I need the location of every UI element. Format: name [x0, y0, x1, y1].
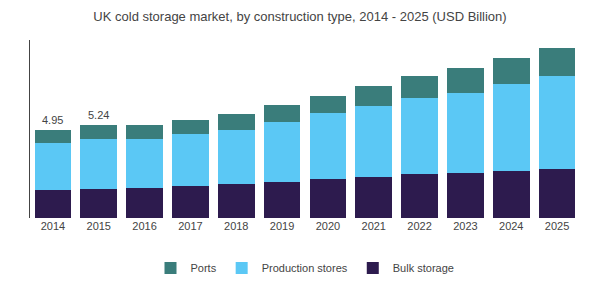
svg-text:2020: 2020: [316, 220, 340, 232]
svg-text:2018: 2018: [224, 220, 248, 232]
svg-text:2025: 2025: [545, 220, 569, 232]
svg-text:5.24: 5.24: [88, 109, 109, 121]
svg-text:UK cold storage market, by con: UK cold storage market, by construction …: [93, 9, 506, 24]
svg-text:2021: 2021: [362, 220, 386, 232]
svg-text:Bulk storage: Bulk storage: [393, 262, 454, 274]
svg-text:Ports: Ports: [191, 262, 217, 274]
svg-text:4.95: 4.95: [42, 114, 63, 126]
svg-text:2023: 2023: [453, 220, 477, 232]
svg-text:2019: 2019: [270, 220, 294, 232]
svg-text:Production stores: Production stores: [262, 262, 348, 274]
svg-text:2014: 2014: [41, 220, 65, 232]
svg-text:2017: 2017: [178, 220, 202, 232]
svg-text:2015: 2015: [87, 220, 111, 232]
svg-text:2022: 2022: [407, 220, 431, 232]
svg-text:2016: 2016: [132, 220, 156, 232]
svg-text:2024: 2024: [499, 220, 523, 232]
